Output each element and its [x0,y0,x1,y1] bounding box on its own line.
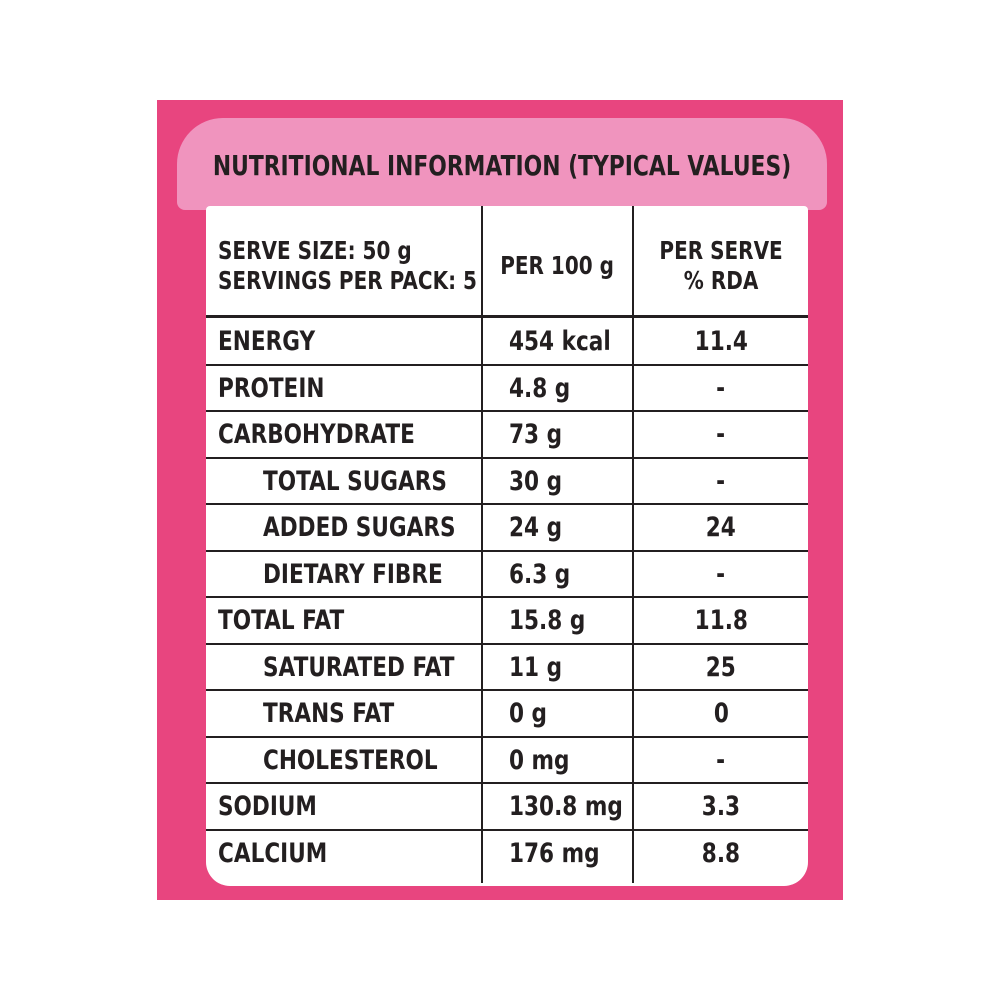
nutrient-name: ENERGY [218,326,316,357]
table-grid: SERVE SIZE: 50 g SERVINGS PER PACK: 5 PER… [206,206,808,886]
serve-size-header: SERVE SIZE: 50 g SERVINGS PER PACK: 5 [218,236,477,295]
rda-value: - [716,373,726,404]
row-divider [206,550,808,552]
row-divider [206,829,808,831]
row-divider [206,643,808,645]
row-divider [206,410,808,412]
nutrient-name: ADDED SUGARS [263,512,456,543]
column-divider [481,206,483,883]
rda-value: 0 [713,698,729,729]
nutrition-table: SERVE SIZE: 50 g SERVINGS PER PACK: 5 PER… [206,206,808,886]
row-divider [206,689,808,691]
rda-value: - [716,466,726,497]
rda-header: PER SERVE% RDA [659,236,783,295]
per-100g-value: 0 mg [509,745,570,776]
column-divider [632,206,634,883]
per-100g-value: 176 mg [509,838,600,869]
title-band [177,118,827,210]
rda-value: 24 [705,512,737,543]
row-divider [206,736,808,738]
per-100g-value: 24 g [509,512,563,543]
header-divider [206,315,808,318]
nutrient-name: DIETARY FIBRE [263,559,443,590]
per-100g-value: 73 g [509,419,563,450]
per-100g-header: PER 100 g [500,251,615,280]
per-100g-value: 454 kcal [509,326,611,357]
nutrient-name: SATURATED FAT [263,652,455,683]
rda-value: - [716,745,726,776]
per-100g-value: 30 g [509,466,563,497]
nutrient-name: TOTAL SUGARS [263,466,447,497]
rda-value: 11.8 [694,605,748,636]
per-100g-value: 0 g [509,698,548,729]
rda-value: 3.3 [701,791,741,822]
row-divider [206,457,808,459]
nutrient-name: CARBOHYDRATE [218,419,415,450]
row-divider [206,364,808,366]
nutrient-name: TOTAL FAT [218,605,345,636]
per-100g-value: 15.8 g [509,605,586,636]
rda-value: 11.4 [694,326,748,357]
nutrient-name: CALCIUM [218,838,328,869]
rda-value: - [716,559,726,590]
nutrient-name: CHOLESTEROL [263,745,438,776]
per-100g-value: 130.8 mg [509,791,623,822]
row-divider [206,503,808,505]
per-100g-value: 6.3 g [509,559,571,590]
nutrient-name: SODIUM [218,791,317,822]
rda-value: 8.8 [701,838,741,869]
nutrient-name: TRANS FAT [263,698,395,729]
rda-value: 25 [705,652,737,683]
per-100g-value: 11 g [509,652,563,683]
rda-value: - [716,419,726,450]
nutrient-name: PROTEIN [218,373,325,404]
table-title: NUTRITIONAL INFORMATION (TYPICAL VALUES) [212,148,792,182]
row-divider [206,782,808,784]
row-divider [206,596,808,598]
per-100g-value: 4.8 g [509,373,571,404]
